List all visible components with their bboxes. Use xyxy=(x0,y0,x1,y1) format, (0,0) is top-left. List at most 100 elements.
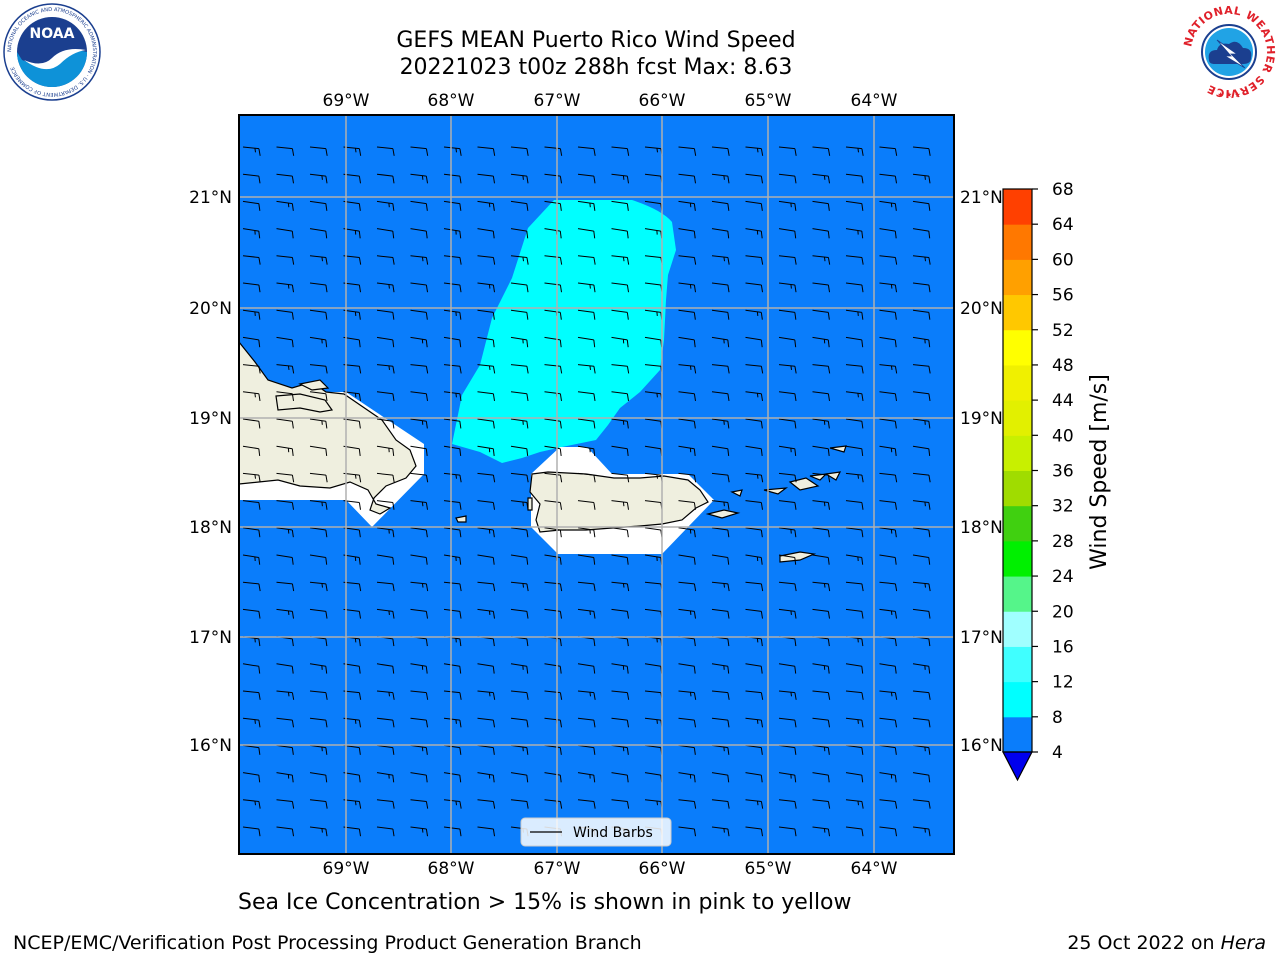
wind-barb xyxy=(745,744,763,755)
wind-barb xyxy=(376,799,395,809)
wind-barb xyxy=(309,772,328,783)
wind-barb xyxy=(242,581,261,592)
wind-barb xyxy=(812,445,830,456)
land-virgin-islands xyxy=(763,473,828,495)
wind-barb xyxy=(812,418,830,429)
wind-barb xyxy=(745,282,764,293)
lat-labels-left: 21°N 20°N 19°N 18°N 17°N 16°N xyxy=(189,188,232,756)
wind-barb xyxy=(812,744,830,755)
lon-label-bottom: 66°W xyxy=(639,859,686,879)
wind-barb xyxy=(845,717,864,728)
wind-barb xyxy=(477,608,496,619)
wind-barb xyxy=(443,608,462,619)
wind-barb xyxy=(611,744,629,755)
wind-barb xyxy=(577,146,596,156)
wind-barb xyxy=(879,255,898,265)
wind-barb xyxy=(711,418,730,429)
wind-barb xyxy=(845,663,864,674)
wind-barb xyxy=(410,445,428,456)
wind-barb xyxy=(510,554,529,565)
wind-barb xyxy=(510,608,529,619)
wind-barb xyxy=(745,826,764,837)
wind-barb xyxy=(812,391,831,402)
wind-barb xyxy=(376,527,395,538)
wind-barb xyxy=(309,581,328,592)
wind-barb xyxy=(711,717,730,728)
wind-barb xyxy=(410,146,429,156)
wind-barb xyxy=(912,336,931,348)
wind-barb xyxy=(443,500,462,510)
wind-barb xyxy=(577,554,596,565)
wind-barb xyxy=(611,581,630,592)
wind-barb xyxy=(477,717,496,728)
wind-barb xyxy=(577,663,596,674)
wind-barb xyxy=(242,663,261,674)
machine-name: Hera xyxy=(1220,932,1266,954)
wind-barb xyxy=(879,336,897,348)
wind-barb xyxy=(611,309,629,320)
wind-barb xyxy=(577,200,596,211)
wind-barb xyxy=(510,336,529,348)
wind-barb xyxy=(376,309,395,320)
wind-barb xyxy=(276,472,295,483)
wind-barb xyxy=(879,690,898,700)
wind-barb xyxy=(745,336,763,348)
wind-barb xyxy=(242,173,261,184)
wind-barb xyxy=(812,472,831,483)
wind-barb xyxy=(276,717,295,728)
wind-barb xyxy=(611,255,630,265)
wind-barb xyxy=(477,336,495,348)
wind-barb xyxy=(812,309,830,320)
wind-barb xyxy=(711,146,730,156)
wind-barb xyxy=(778,826,797,837)
lat-label-right: 19°N xyxy=(960,409,1003,429)
wind-barbs-legend: Wind Barbs xyxy=(520,817,672,847)
wind-barb xyxy=(276,255,295,265)
land-tortue xyxy=(298,379,330,391)
wind-barb xyxy=(410,663,428,674)
wind-barb xyxy=(678,663,696,674)
wind-barb xyxy=(912,799,931,809)
wind-barb xyxy=(745,146,764,156)
colorbar-tick-label: 68 xyxy=(1052,180,1074,200)
wind-barb xyxy=(812,228,830,239)
lat-label-left: 20°N xyxy=(189,299,232,319)
wind-barb xyxy=(276,527,294,538)
wind-barb xyxy=(812,772,830,783)
wind-barb xyxy=(577,500,596,510)
wind-barb xyxy=(678,309,696,320)
wind-barb xyxy=(242,690,261,700)
wind-barb xyxy=(510,663,529,674)
wind-barb xyxy=(745,772,763,783)
wind-barb xyxy=(711,663,730,674)
wind-barb xyxy=(376,663,395,674)
wind-barb xyxy=(812,527,830,538)
wind-barb xyxy=(410,554,428,565)
wind-barb xyxy=(845,554,864,565)
sea-ice-caption: Sea Ice Concentration > 15% is shown in … xyxy=(238,890,852,915)
wind-barb xyxy=(544,255,563,265)
wind-barb xyxy=(276,282,295,293)
wind-barb xyxy=(510,772,529,783)
wind-barb xyxy=(812,282,831,293)
wind-barb xyxy=(845,364,864,374)
wind-barb xyxy=(611,663,629,674)
wind-barb xyxy=(376,472,395,483)
wind-barb xyxy=(410,472,429,483)
colorbar-band xyxy=(1003,294,1032,331)
wind-barb xyxy=(912,255,931,265)
wind-barb xyxy=(309,608,328,619)
wind-barb xyxy=(845,282,864,293)
wind-barb xyxy=(477,581,496,592)
map-frame xyxy=(238,114,955,855)
wind-barb xyxy=(611,690,630,700)
wind-barb xyxy=(912,744,931,755)
wind-barb xyxy=(778,772,797,783)
wind-barb xyxy=(410,799,429,809)
wind-barb xyxy=(443,744,462,755)
wind-barb xyxy=(678,554,696,565)
wind-barb xyxy=(812,173,831,184)
wind-barb xyxy=(745,228,763,239)
wind-barb xyxy=(711,690,730,700)
